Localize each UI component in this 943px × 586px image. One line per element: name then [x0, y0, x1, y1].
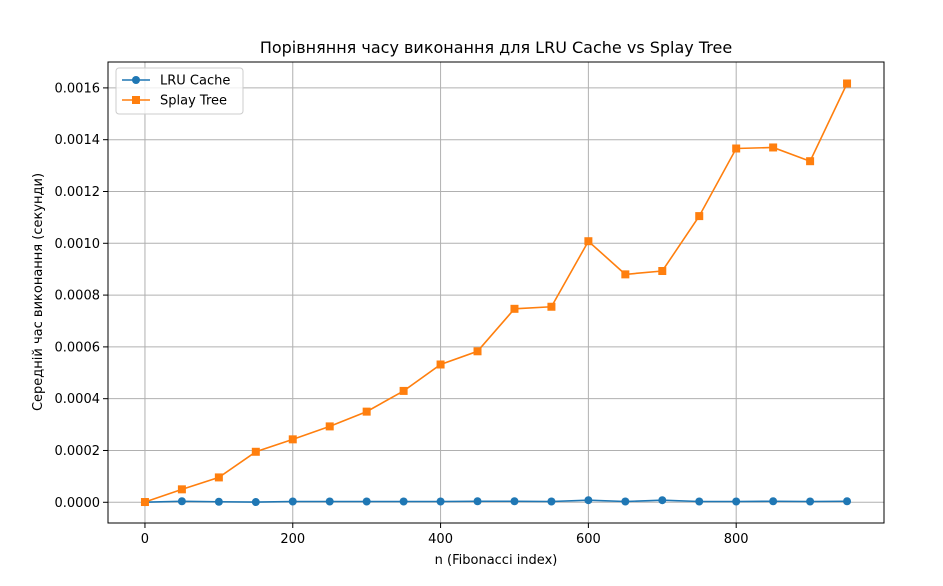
data-point-lru-cache — [510, 497, 519, 506]
x-axis-label: n (Fibonacci index) — [435, 553, 558, 568]
tick-layer: 0 200 400 600 800 0.0000 0.0002 0.0004 0.0006 0.0… — [55, 81, 749, 547]
series-line-splay-tree — [144, 83, 848, 503]
y-tick-label: 0.0008 — [55, 289, 101, 304]
legend-item-lru-cache: LRU Cache — [122, 74, 230, 89]
series-splay-tree — [140, 79, 852, 507]
data-point-lru-cache — [473, 497, 482, 506]
plot-frame — [107, 61, 885, 524]
y-tick-label: 0.0012 — [55, 185, 101, 200]
chart-title: Порівняння часу виконання для LRU Cache … — [260, 38, 732, 57]
data-point-splay-tree — [547, 302, 556, 311]
x-tick-label: 200 — [280, 532, 305, 547]
x-tick-label: 600 — [576, 532, 601, 547]
data-point-splay-tree — [325, 422, 334, 431]
data-point-splay-tree — [584, 237, 593, 246]
legend-item-splay-tree: Splay Tree — [122, 94, 227, 109]
data-point-splay-tree — [621, 270, 630, 279]
data-point-lru-cache — [399, 497, 408, 506]
data-point-splay-tree — [769, 143, 778, 152]
data-point-splay-tree — [436, 360, 445, 369]
data-point-splay-tree — [288, 435, 297, 444]
data-point-lru-cache — [325, 497, 334, 506]
data-point-lru-cache — [362, 497, 371, 506]
data-point-lru-cache — [214, 497, 223, 506]
x-tick-label: 0 — [141, 532, 149, 547]
data-point-splay-tree — [214, 473, 223, 482]
y-tick-label: 0.0010 — [55, 237, 101, 252]
legend-items: LRU Cache Splay Tree — [122, 74, 230, 109]
data-point-splay-tree — [695, 212, 704, 221]
data-point-lru-cache — [547, 497, 556, 506]
y-tick-label: 0.0002 — [55, 444, 101, 459]
data-point-splay-tree — [843, 79, 852, 88]
data-point-lru-cache — [658, 496, 667, 505]
data-point-splay-tree — [251, 447, 260, 456]
data-point-lru-cache — [251, 498, 260, 507]
data-point-lru-cache — [177, 497, 186, 506]
data-point-lru-cache — [732, 497, 741, 506]
y-tick-label: 0.0006 — [55, 340, 101, 355]
data-point-lru-cache — [806, 497, 815, 506]
data-point-lru-cache — [288, 497, 297, 506]
data-point-splay-tree — [177, 485, 186, 494]
data-point-lru-cache — [769, 497, 778, 506]
y-axis-label: Середній час виконання (секунди) — [31, 173, 46, 411]
data-point-splay-tree — [140, 498, 149, 507]
data-point-splay-tree — [658, 267, 667, 276]
data-point-splay-tree — [732, 144, 741, 153]
y-tick-label: 0.0014 — [55, 133, 101, 148]
grid-lines — [108, 62, 884, 523]
series-layer — [140, 79, 852, 507]
y-tick-label: 0.0016 — [55, 81, 101, 96]
data-point-lru-cache — [584, 496, 593, 505]
data-point-splay-tree — [806, 157, 815, 166]
data-point-splay-tree — [362, 407, 371, 416]
data-point-lru-cache — [621, 497, 630, 506]
x-tick-label: 800 — [724, 532, 749, 547]
legend-marker-lru-cache — [132, 76, 140, 84]
data-point-lru-cache — [695, 497, 704, 506]
series-line-lru-cache — [144, 499, 848, 503]
data-point-lru-cache — [843, 497, 852, 506]
data-point-splay-tree — [510, 304, 519, 313]
y-tick-label: 0.0000 — [55, 496, 101, 511]
data-point-splay-tree — [399, 386, 408, 395]
series-lru-cache — [140, 496, 852, 507]
legend-marker-splay-tree — [132, 96, 140, 104]
data-point-splay-tree — [473, 347, 482, 356]
legend-label-splay-tree: Splay Tree — [160, 94, 227, 109]
data-point-lru-cache — [436, 497, 445, 506]
legend: LRU Cache Splay Tree — [115, 67, 244, 115]
x-tick-label: 400 — [428, 532, 453, 547]
y-tick-label: 0.0004 — [55, 392, 101, 407]
legend-label-lru-cache: LRU Cache — [160, 74, 230, 89]
